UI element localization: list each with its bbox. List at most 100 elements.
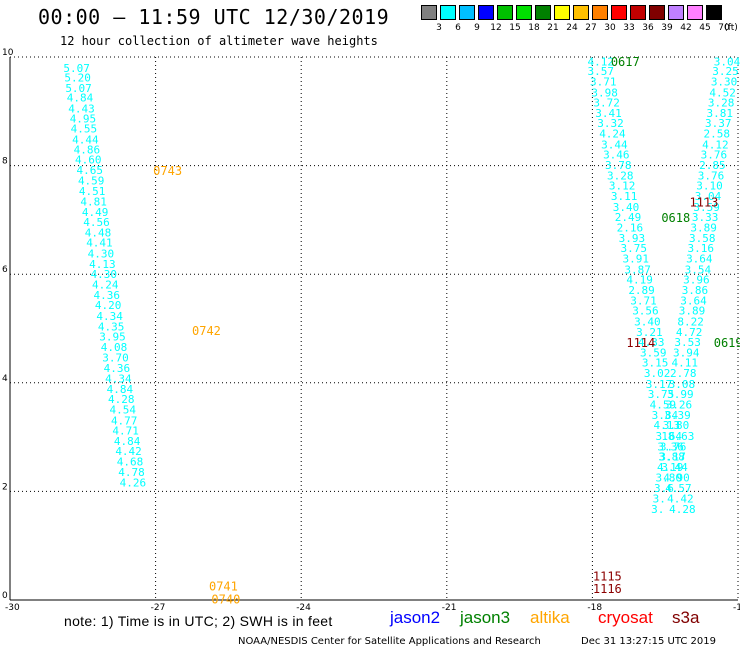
legend-label: 45	[699, 23, 711, 33]
wave-height-point: 3.72	[593, 97, 620, 110]
wave-height-point: 4.30	[88, 248, 115, 261]
wave-height-point: 2.78	[670, 367, 697, 380]
wave-height-point: 3.28	[607, 169, 634, 182]
wave-height-point: 4.19	[657, 461, 684, 474]
legend-swatch	[516, 5, 532, 20]
pass-label: 1114	[626, 336, 655, 350]
legend-label: 27	[585, 23, 597, 33]
wave-height-point: 4.36	[93, 289, 120, 302]
legend-swatch	[630, 5, 646, 20]
wave-height-point: 3.88	[658, 451, 685, 464]
y-tick-label: 10	[2, 48, 14, 58]
wave-height-point: 3.76	[698, 169, 725, 182]
wave-height-point: 3.59	[640, 346, 667, 359]
wave-height-point: 3.21	[636, 326, 663, 339]
wave-height-point: 4.13	[654, 419, 681, 432]
wave-height-point: 3.71	[590, 75, 617, 88]
x-tick-label: -24	[296, 603, 311, 613]
wave-height-point: 3.26	[666, 399, 693, 412]
x-tick-label: -27	[151, 603, 166, 613]
wave-height-point: 2.58	[704, 128, 731, 141]
legend-swatch	[649, 5, 665, 20]
legend-label: (ft)	[724, 23, 738, 33]
wave-height-point: 3.89	[679, 305, 706, 318]
x-tick-label: -15	[733, 603, 740, 613]
legend-swatch	[459, 5, 475, 20]
wave-height-point: 4.90	[663, 471, 690, 484]
wave-height-point: 5.20	[64, 72, 91, 85]
wave-height-point: 4.11	[672, 357, 699, 370]
wave-height-point: 3.94	[673, 346, 700, 359]
pass-label: 0741	[209, 579, 238, 593]
wave-height-point: 4.24	[92, 279, 119, 292]
wave-height-point: 3.56	[632, 305, 659, 318]
wave-height-point: 3.84	[652, 409, 679, 422]
wave-height-point: 3.54	[685, 263, 712, 276]
wave-height-point: 2.49	[615, 211, 642, 224]
wave-height-point: 4.78	[118, 466, 145, 479]
wave-height-point: 4.72	[676, 326, 703, 339]
wave-height-point: 3.04	[695, 190, 722, 203]
wave-height-point: 3.08	[669, 378, 696, 391]
wave-height-point: 4.81	[80, 195, 107, 208]
wave-height-point: 3.57	[588, 65, 615, 78]
legend-label: 39	[661, 23, 673, 33]
wave-height-point: 4.24	[599, 128, 626, 141]
wave-height-point: 4.65	[76, 164, 103, 177]
wave-height-point: 3.96	[683, 274, 710, 287]
satellite-s3a: s3a	[672, 608, 700, 627]
wave-height-point: 4.43	[68, 103, 95, 116]
legend-label: 36	[642, 23, 654, 33]
x-tick-label: -18	[587, 603, 602, 613]
pass-label: 1113	[689, 195, 718, 209]
wave-height-point: 3.	[651, 503, 664, 516]
wave-height-point: 4.56	[83, 216, 110, 229]
wave-height-point: 3.12	[609, 180, 636, 193]
y-tick-label: 8	[2, 157, 8, 167]
wave-height-point: 4.86	[74, 143, 101, 156]
wave-height-point: 2.89	[628, 284, 655, 297]
wave-height-point: 3.37	[705, 117, 732, 130]
legend-swatch	[592, 5, 608, 20]
units-note: note: 1) Time is in UTC; 2) SWH is in fe…	[64, 613, 333, 629]
wave-height-point: 3.75	[621, 242, 648, 255]
wave-height-point: 3.76	[660, 440, 687, 453]
y-tick-label: 0	[2, 591, 8, 601]
legend-label: 9	[474, 23, 480, 33]
wave-height-point: 4.84	[114, 435, 141, 448]
pass-label: 1116	[593, 582, 622, 596]
legend-swatch	[535, 5, 551, 20]
wave-height-point: 4.55	[71, 123, 98, 136]
wave-height-point: 5.07	[63, 62, 90, 75]
wave-height-point: 3.36	[657, 440, 684, 453]
wave-height-point: 3.78	[605, 159, 632, 172]
wave-height-point: 18.63	[661, 430, 694, 443]
wave-height-point: 3.59	[693, 201, 720, 214]
wave-height-point: 3.11	[611, 190, 638, 203]
wave-height-point: 4.13	[89, 258, 116, 271]
wave-height-point: 4.84	[67, 92, 94, 105]
footer-credit: NOAA/NESDIS Center for Satellite Applica…	[238, 636, 541, 647]
x-tick-label: -21	[442, 603, 457, 613]
satellite-jason3: jason3	[460, 608, 511, 627]
wave-height-point: 4.68	[117, 456, 144, 469]
chart-subtitle: 12 hour collection of altimeter wave hei…	[60, 34, 378, 48]
satellite-jason2: jason2	[390, 608, 441, 627]
legend-swatch	[706, 5, 722, 20]
wave-height-point: 3.46	[603, 149, 630, 162]
wave-height-point: 3.39	[664, 409, 691, 422]
wave-height-point: 3.64	[686, 252, 713, 265]
wave-height-point: 4.51	[79, 185, 106, 198]
legend-swatch	[573, 5, 589, 20]
wave-height-point: 5.07	[65, 82, 92, 95]
wave-height-point: 4.95	[70, 112, 97, 125]
wave-height-point: 3.99	[667, 388, 694, 401]
pass-label: 0743	[153, 164, 182, 178]
pass-label: 0618	[661, 211, 690, 225]
legend-swatch	[497, 5, 513, 20]
pass-label: 0619	[714, 336, 740, 350]
wave-height-point: 3.41	[595, 107, 622, 120]
legend-label: 12	[490, 23, 502, 33]
legend-label: 21	[547, 23, 559, 33]
pass-label: 0617	[611, 55, 640, 69]
